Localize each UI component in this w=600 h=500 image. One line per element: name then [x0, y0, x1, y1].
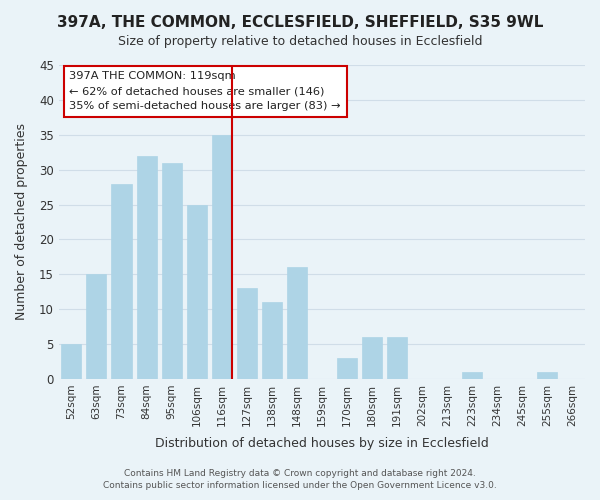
Text: 397A THE COMMON: 119sqm
← 62% of detached houses are smaller (146)
35% of semi-d: 397A THE COMMON: 119sqm ← 62% of detache… — [70, 72, 341, 111]
Text: 397A, THE COMMON, ECCLESFIELD, SHEFFIELD, S35 9WL: 397A, THE COMMON, ECCLESFIELD, SHEFFIELD… — [57, 15, 543, 30]
Text: Size of property relative to detached houses in Ecclesfield: Size of property relative to detached ho… — [118, 35, 482, 48]
Bar — [262, 302, 282, 379]
Bar — [187, 204, 206, 379]
Bar — [137, 156, 157, 379]
Text: Contains HM Land Registry data © Crown copyright and database right 2024.
Contai: Contains HM Land Registry data © Crown c… — [103, 468, 497, 490]
Bar — [61, 344, 82, 379]
Bar — [237, 288, 257, 379]
Bar — [462, 372, 482, 379]
Bar — [387, 337, 407, 379]
Bar — [287, 268, 307, 379]
Bar — [86, 274, 106, 379]
Y-axis label: Number of detached properties: Number of detached properties — [15, 124, 28, 320]
Bar — [112, 184, 131, 379]
Bar — [212, 135, 232, 379]
Bar — [362, 337, 382, 379]
Bar — [337, 358, 357, 379]
X-axis label: Distribution of detached houses by size in Ecclesfield: Distribution of detached houses by size … — [155, 437, 489, 450]
Bar — [161, 162, 182, 379]
Bar — [538, 372, 557, 379]
